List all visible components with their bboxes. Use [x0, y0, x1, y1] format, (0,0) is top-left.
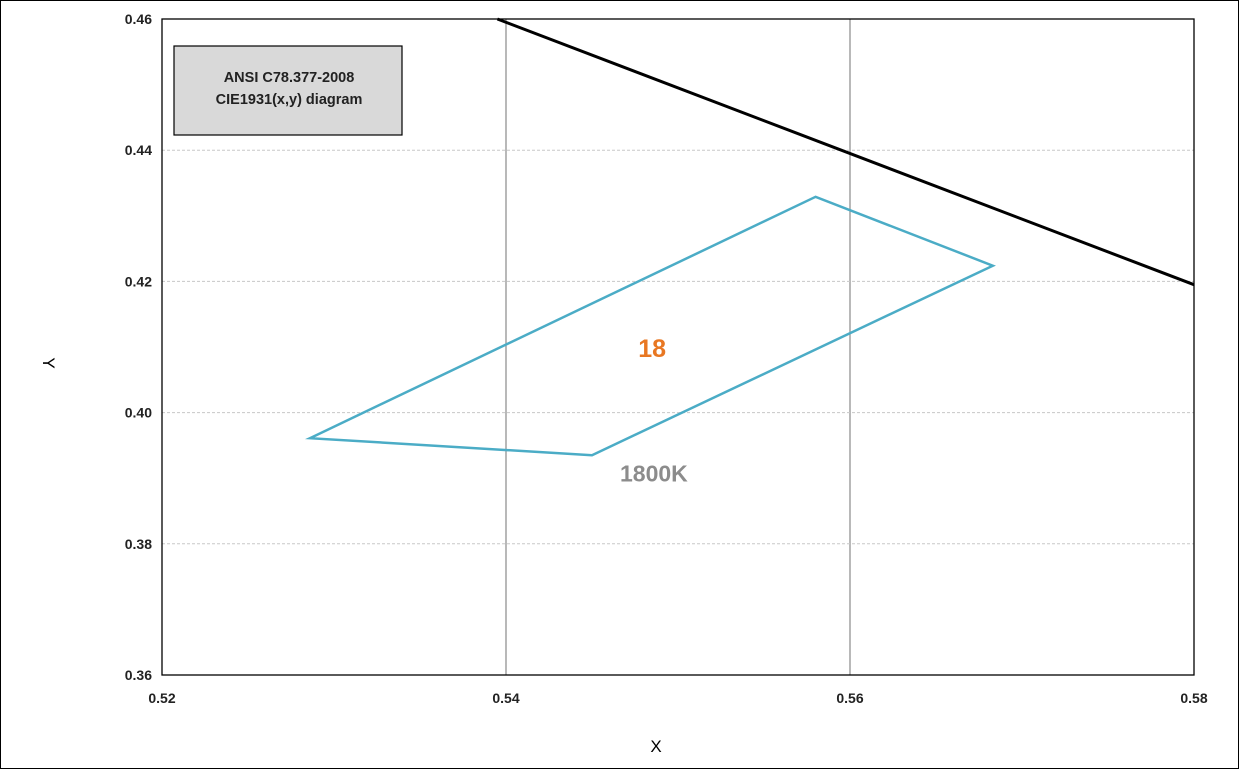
- boundary-line: [496, 17, 1195, 287]
- x-tick-label: 0.56: [836, 690, 863, 706]
- y-tick-label: 0.44: [125, 142, 152, 158]
- y-axis-title: Y: [39, 357, 58, 368]
- chart-annotations: 18 1800K: [620, 335, 688, 487]
- y-tick-label: 0.46: [125, 11, 152, 27]
- x-tick-label: 0.58: [1180, 690, 1207, 706]
- x-tick-label: 0.54: [492, 690, 519, 706]
- series-group: [304, 17, 1195, 457]
- y-tick-label: 0.36: [125, 667, 152, 683]
- y-tick-label: 0.38: [125, 536, 152, 552]
- x-tick-label: 0.52: [148, 690, 175, 706]
- legend-line-2: CIE1931(x,y) diagram: [216, 92, 363, 108]
- legend-line-1: ANSI C78.377-2008: [224, 70, 355, 86]
- legend-box: ANSI C78.377-2008 CIE1931(x,y) diagram: [173, 45, 403, 136]
- plot-area-border: [161, 18, 1195, 676]
- bin-label: 18: [638, 335, 666, 363]
- bin-18-quadrangle: [304, 195, 996, 457]
- cct-label: 1800K: [620, 460, 688, 486]
- x-axis-title: X: [650, 737, 661, 756]
- gridlines: [162, 19, 1194, 675]
- y-tick-label: 0.40: [125, 405, 152, 421]
- y-tick-label: 0.42: [125, 273, 152, 289]
- axis-tick-labels: 0.52 0.54 0.56 0.58 0.36 0.38 0.40 0.42 0.44 0.46: [125, 11, 1208, 706]
